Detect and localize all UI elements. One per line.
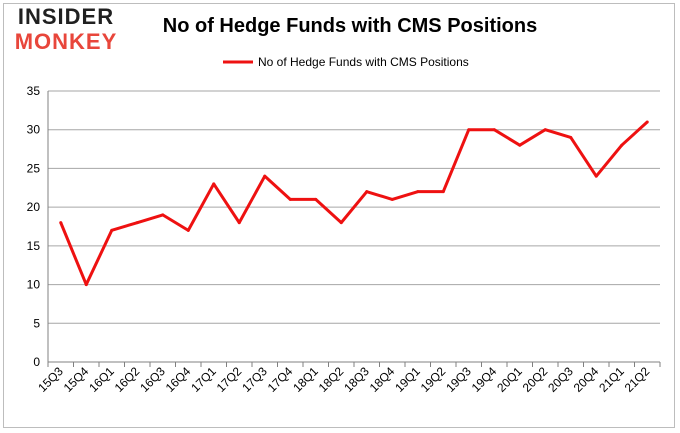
y-tick-label: 15 — [27, 239, 41, 253]
data-point — [365, 190, 369, 194]
axes: 0510152025303515Q315Q416Q116Q216Q316Q417… — [27, 84, 661, 395]
data-point — [441, 190, 445, 194]
x-tick-label: 16Q4 — [163, 364, 194, 395]
x-tick-label: 20Q1 — [494, 364, 525, 395]
insider-monkey-logo: INSIDER MONKEY — [6, 6, 126, 56]
legend: No of Hedge Funds with CMS Positions — [223, 55, 469, 69]
data-point — [569, 135, 573, 139]
data-point — [161, 213, 165, 217]
data-point — [59, 221, 63, 225]
data-point — [186, 228, 190, 232]
chart-frame — [3, 3, 675, 428]
data-point — [594, 174, 598, 178]
series-line — [59, 120, 649, 287]
x-tick-label: 21Q1 — [596, 364, 627, 395]
x-tick-label: 17Q4 — [265, 364, 296, 395]
data-point — [543, 128, 547, 132]
y-tick-label: 5 — [33, 316, 40, 330]
data-point — [416, 190, 420, 194]
x-tick-label: 18Q1 — [290, 364, 321, 395]
logo-text-top: INSIDER — [17, 4, 115, 29]
x-tick-label: 17Q3 — [239, 364, 270, 395]
data-point — [110, 228, 114, 232]
x-tick-label: 19Q3 — [443, 364, 474, 395]
x-tick-label: 20Q2 — [520, 364, 551, 395]
series-layer — [59, 120, 649, 287]
x-tick-label: 20Q3 — [545, 364, 576, 395]
x-tick-label: 18Q4 — [367, 364, 398, 395]
data-point — [314, 197, 318, 201]
data-point — [645, 120, 649, 124]
x-tick-label: 19Q1 — [392, 364, 423, 395]
x-tick-label: 18Q3 — [341, 364, 372, 395]
data-point — [518, 143, 522, 147]
data-point — [339, 221, 343, 225]
y-tick-label: 25 — [27, 161, 41, 175]
y-tick-label: 30 — [27, 123, 41, 137]
x-tick-label: 16Q3 — [137, 364, 168, 395]
x-tick-label: 21Q2 — [622, 364, 653, 395]
data-point — [212, 182, 216, 186]
data-point — [467, 128, 471, 132]
data-point — [288, 197, 292, 201]
x-tick-label: 15Q4 — [61, 364, 92, 395]
x-tick-label: 19Q4 — [469, 364, 500, 395]
data-point — [263, 174, 267, 178]
y-tick-label: 10 — [27, 278, 41, 292]
data-point — [390, 197, 394, 201]
chart-title: No of Hedge Funds with CMS Positions — [162, 15, 538, 37]
x-tick-label: 19Q2 — [418, 364, 449, 395]
legend-label: No of Hedge Funds with CMS Positions — [258, 55, 469, 69]
logo-text-bottom: MONKEY — [14, 29, 118, 54]
x-tick-label: 16Q2 — [112, 364, 143, 395]
data-point — [492, 128, 496, 132]
data-point — [237, 221, 241, 225]
data-point — [84, 283, 88, 287]
x-tick-label: 16Q1 — [86, 364, 117, 395]
data-point — [135, 221, 139, 225]
x-tick-label: 17Q2 — [214, 364, 245, 395]
x-tick-label: 17Q1 — [188, 364, 219, 395]
x-tick-label: 20Q4 — [571, 364, 602, 395]
y-tick-label: 0 — [33, 355, 40, 369]
y-tick-label: 20 — [27, 200, 41, 214]
x-tick-label: 18Q2 — [316, 364, 347, 395]
data-point — [620, 143, 624, 147]
y-tick-label: 35 — [27, 84, 41, 98]
